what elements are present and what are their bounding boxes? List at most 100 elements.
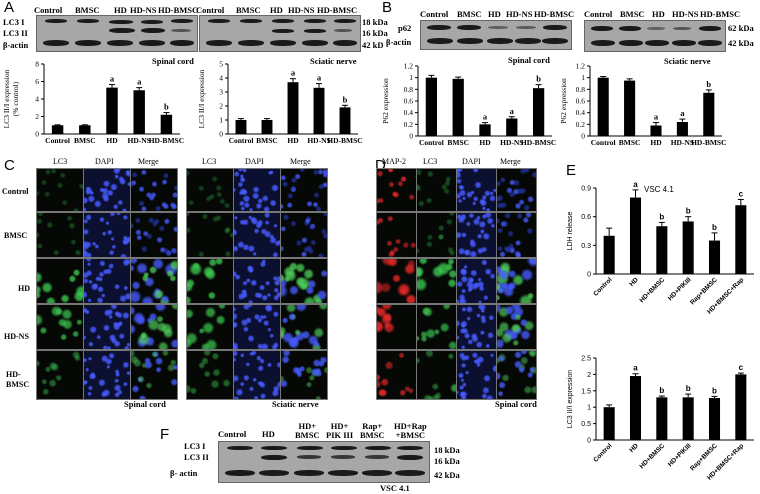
bar: [656, 226, 668, 274]
micrograph-lc3: [186, 258, 234, 304]
c-col-merge: Merge: [138, 157, 159, 166]
f-row-lc3i: LC3 I: [184, 441, 206, 451]
micrograph-dapi: [456, 350, 497, 400]
y-axis-label: LC3 II/I expression: [567, 370, 574, 428]
band: [516, 26, 536, 29]
y-tick-label: 0.6: [404, 97, 414, 106]
band: [334, 19, 356, 23]
micrograph-merge: [280, 212, 328, 258]
band: [362, 470, 392, 476]
micrograph-map2: [376, 350, 417, 400]
micrograph-merge: [130, 212, 178, 258]
significance-label: a: [317, 73, 322, 83]
band: [328, 470, 358, 476]
band: [109, 20, 133, 24]
category-label: HD+PIKIII: [667, 442, 693, 468]
band: [272, 29, 294, 33]
category-label: HD: [628, 276, 640, 288]
b1-caption: Spinal cord: [508, 55, 550, 65]
category-label: HD: [106, 136, 118, 145]
band: [427, 25, 451, 30]
band: [302, 40, 328, 46]
micrograph-dapi: [83, 304, 131, 350]
c2-col-merge: Merge: [290, 157, 311, 166]
band: [77, 19, 99, 23]
y-tick-label: 1: [587, 405, 591, 412]
c-row-bmsc: BMSC: [4, 231, 28, 240]
f-row-lc3ii: LC3 II: [184, 452, 209, 462]
b1-lane-hdns: HD-NS: [506, 9, 533, 19]
a2-blot: [199, 15, 361, 52]
category-label: HD+PIKIII: [667, 276, 693, 302]
c-row-hdbmsc: HD- BMSC: [6, 370, 30, 390]
micrograph-dapi: [83, 258, 131, 304]
band: [331, 455, 355, 459]
band: [591, 40, 615, 46]
significance-label: b: [343, 94, 348, 104]
y-tick-label: 6: [35, 77, 39, 86]
a1-blot: [36, 15, 198, 52]
y-tick-label: 0: [581, 132, 585, 141]
micrograph-map2: [376, 212, 417, 258]
band: [395, 470, 425, 476]
bar: [133, 90, 145, 134]
bar: [735, 374, 747, 440]
y-tick-label: 2: [35, 112, 39, 121]
b2-caption: Sciatic nerve: [664, 56, 711, 66]
y-tick-label: 0.2: [576, 120, 586, 129]
category-label: Control: [591, 138, 616, 147]
bar: [287, 82, 299, 134]
panel-label-a: A: [4, 0, 15, 16]
y-tick-label: 0.2: [404, 120, 414, 129]
category-label: Control: [419, 138, 444, 147]
y-tick-label: 0: [587, 272, 591, 279]
band: [45, 19, 67, 23]
y-tick-label: 8: [35, 60, 39, 69]
micrograph-merge: [496, 304, 537, 350]
band: [304, 29, 326, 33]
band: [699, 26, 721, 31]
e-title: VSC 4.1: [644, 185, 674, 194]
chart-b-spinal: 0 0.2 0.4 0.6 0.8 1 1.2 P62 expression Control BM…: [382, 62, 556, 148]
f-lane-control: Control: [218, 429, 247, 439]
category-label: HD: [287, 136, 299, 145]
band: [208, 19, 230, 23]
band: [240, 19, 262, 23]
category-label: BMSC: [447, 138, 469, 147]
micrograph-lc3: [36, 212, 84, 258]
band: [171, 19, 193, 23]
category-label: HD-NS: [307, 136, 330, 145]
micrograph-dapi: [83, 350, 131, 400]
a2-size-42: 42 kD: [362, 40, 384, 50]
significance-label: a: [291, 68, 296, 78]
bar: [735, 205, 747, 274]
band: [591, 26, 613, 31]
significance-label: b: [712, 223, 717, 232]
f-lane-hd: HD: [262, 429, 275, 439]
micrograph-dapi: [233, 304, 281, 350]
significance-label: c: [739, 189, 744, 198]
f-size-42: 42 kDa: [434, 470, 460, 480]
f-lane-hdpik: HD+ PIK III: [326, 421, 354, 441]
f-blot: [218, 441, 430, 483]
c-caption-left: Spinal cord: [124, 399, 166, 409]
micrograph-dapi: [233, 350, 281, 400]
bar: [597, 77, 609, 136]
bar: [708, 240, 721, 274]
micrograph-merge: [130, 350, 178, 400]
y-axis-label: LC3 II/I expression: [2, 69, 11, 128]
band: [261, 446, 287, 450]
band: [645, 40, 669, 46]
y-tick-label: 0: [409, 132, 413, 141]
y-tick-label: 4: [35, 95, 39, 104]
a1-lane-hdbmsc: HD-BMSC: [158, 5, 199, 15]
panel-label-b: B: [382, 0, 393, 16]
band: [170, 40, 194, 46]
micrograph-dapi: [233, 168, 281, 212]
micrograph-map2: [376, 168, 417, 212]
micrograph-lc3: [416, 304, 457, 350]
significance-label: b: [536, 74, 541, 84]
band: [397, 446, 423, 450]
significance-label: a: [633, 364, 638, 373]
band: [109, 28, 135, 33]
